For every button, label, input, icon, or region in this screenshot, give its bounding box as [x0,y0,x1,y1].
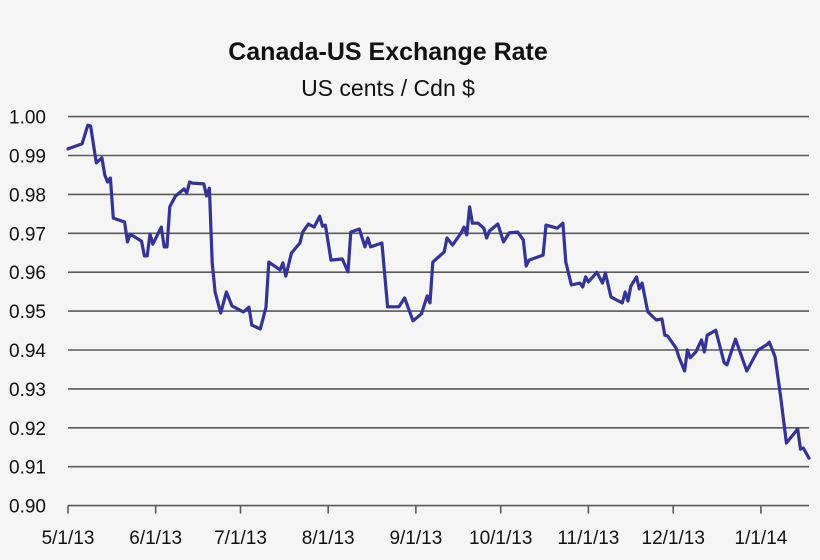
y-tick-label: 1.00 [9,108,46,129]
y-tick-label: 0.94 [9,341,46,362]
y-tick-label: 0.92 [9,419,46,440]
y-tick-label: 0.90 [9,497,46,518]
x-tick-label: 9/1/13 [389,528,442,549]
x-tick-label: 10/1/13 [469,528,532,549]
y-axis-tick-labels: 0.90 0.91 0.92 0.93 0.94 0.95 0.96 0.97 0.98 0.99… [9,108,46,518]
x-tick-label: 5/1/13 [42,528,95,549]
y-tick-label: 0.96 [9,263,46,284]
y-tick-label: 0.95 [9,302,46,323]
chart-subtitle: US cents / Cdn $ [301,75,475,101]
y-tick-label: 0.93 [9,380,46,401]
x-tick-label: 6/1/13 [129,528,182,549]
chart-title: Canada-US Exchange Rate [228,38,548,66]
x-axis-ticks: 5/1/13 6/1/13 7/1/13 8/1/13 9/1/13 10/1/13 11/… [42,505,788,549]
y-tick-label: 0.91 [9,458,46,479]
series-line [66,123,811,460]
x-tick-label: 1/1/14 [735,528,788,549]
x-tick-label: 7/1/13 [214,528,267,549]
x-tick-label: 11/1/13 [557,528,619,549]
y-tick-label: 0.97 [9,224,46,245]
x-tick-label: 8/1/13 [302,528,355,549]
y-tick-label: 0.98 [9,185,46,206]
y-tick-label: 0.99 [9,147,46,168]
gridlines [68,115,809,507]
x-tick-label: 12/1/13 [642,528,705,549]
